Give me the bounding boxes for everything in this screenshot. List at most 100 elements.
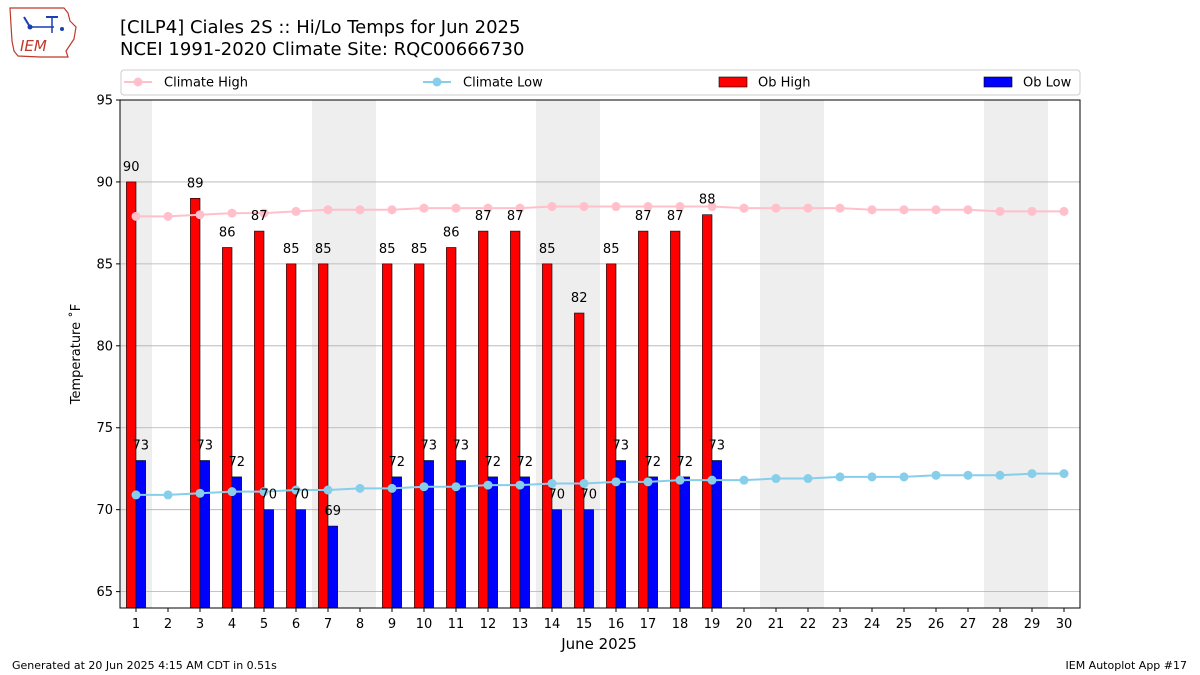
- ob-low-data-label: 73: [613, 439, 630, 454]
- x-tick-label: 23: [832, 617, 849, 632]
- climate-low-point: [963, 470, 973, 480]
- ob-high-data-label: 88: [699, 193, 716, 208]
- x-tick-label: 21: [768, 617, 785, 632]
- x-tick-label: 17: [640, 617, 657, 632]
- ob-low-data-label: 72: [389, 455, 406, 470]
- ob-high-data-label: 89: [187, 176, 204, 191]
- climate-low-point: [291, 485, 301, 495]
- climate-high-point: [419, 203, 429, 213]
- climate-high-point: [963, 205, 973, 215]
- climate-high-point: [803, 203, 813, 213]
- ob-high-legend-label: Ob High: [758, 76, 811, 91]
- climate-high-point: [195, 210, 205, 220]
- climate-high-point: [451, 203, 461, 213]
- x-tick-label: 14: [544, 617, 561, 632]
- x-tick-label: 8: [356, 617, 364, 632]
- climate-high-point: [899, 205, 909, 215]
- climate-low-point: [771, 474, 781, 484]
- svg-text:IEM: IEM: [20, 37, 47, 55]
- ob-high-bar: [574, 312, 585, 609]
- ob-high-data-label: 85: [539, 242, 556, 257]
- climate-low-legend-label: Climate Low: [463, 76, 543, 91]
- ob-high-data-label: 87: [251, 209, 268, 224]
- chart-title: [CILP4] Ciales 2S :: Hi/Lo Temps for Jun…: [120, 17, 521, 38]
- climate-low-point: [803, 474, 813, 484]
- climate-low-point: [227, 487, 237, 497]
- x-tick-label: 25: [896, 617, 913, 632]
- climate-low-point: [547, 478, 557, 488]
- x-tick-label: 27: [960, 617, 977, 632]
- climate-high-point: [835, 203, 845, 213]
- ob-low-bar: [679, 476, 690, 609]
- y-tick-label: 95: [96, 94, 113, 109]
- app-id: IEM Autoplot App #17: [1065, 659, 1188, 672]
- chart-subtitle: NCEI 1991-2020 Climate Site: RQC00666730: [120, 39, 525, 60]
- climate-high-point: [387, 205, 397, 215]
- ob-high-bar: [638, 230, 649, 609]
- climate-high-point: [131, 211, 141, 221]
- climate-high-point: [1059, 206, 1069, 216]
- climate-low-point: [1027, 469, 1037, 479]
- climate-low-point: [643, 477, 653, 487]
- climate-low-point: [483, 480, 493, 490]
- x-tick-label: 16: [608, 617, 625, 632]
- climate-high-point: [515, 203, 525, 213]
- ob-high-data-label: 85: [379, 242, 396, 257]
- ob-low-data-label: 73: [453, 439, 470, 454]
- x-axis-label: June 2025: [560, 635, 637, 653]
- climate-low-point: [355, 483, 365, 493]
- ob-low-legend-label: Ob Low: [1023, 76, 1072, 91]
- ob-high-data-label: 85: [283, 242, 300, 257]
- ob-high-bar: [414, 263, 425, 609]
- climate-low-point: [419, 482, 429, 492]
- ob-high-data-label: 86: [219, 225, 236, 240]
- y-tick-label: 80: [96, 339, 113, 354]
- x-tick-label: 28: [992, 617, 1009, 632]
- climate-low-point: [675, 475, 685, 485]
- climate-high-legend-marker: [133, 77, 143, 87]
- weekend-band: [1016, 100, 1048, 608]
- ob-low-bar: [487, 476, 498, 609]
- climate-high-point: [707, 202, 717, 212]
- x-tick-label: 4: [228, 617, 236, 632]
- climate-high-point: [771, 203, 781, 213]
- ob-low-bar: [295, 509, 306, 609]
- climate-high-point: [643, 202, 653, 212]
- climate-high-point: [1027, 206, 1037, 216]
- x-tick-label: 1: [132, 617, 140, 632]
- climate-high-point: [483, 203, 493, 213]
- climate-low-point: [867, 472, 877, 482]
- x-tick-label: 26: [928, 617, 945, 632]
- x-tick-label: 7: [324, 617, 332, 632]
- climate-low-point: [739, 475, 749, 485]
- x-tick-label: 10: [416, 617, 433, 632]
- climate-high-point: [739, 203, 749, 213]
- ob-low-data-label: 73: [421, 439, 438, 454]
- weekend-band: [344, 100, 376, 608]
- climate-low-point: [163, 490, 173, 500]
- ob-low-legend-swatch: [983, 76, 1013, 88]
- climate-low-point: [259, 487, 269, 497]
- climate-high-point: [867, 205, 877, 215]
- climate-low-point: [1059, 469, 1069, 479]
- ob-high-data-label: 87: [667, 209, 684, 224]
- x-tick-label: 30: [1056, 617, 1073, 632]
- ob-low-data-label: 72: [677, 455, 694, 470]
- x-tick-label: 29: [1024, 617, 1041, 632]
- x-tick-label: 24: [864, 617, 881, 632]
- ob-low-data-label: 70: [581, 488, 598, 503]
- y-tick-label: 65: [96, 585, 113, 600]
- ob-low-data-label: 72: [485, 455, 502, 470]
- iem-logo: IEM: [9, 7, 77, 58]
- ob-high-data-label: 85: [315, 242, 332, 257]
- ob-low-bar: [647, 476, 658, 609]
- ob-high-bar: [670, 230, 681, 609]
- climate-high-legend-label: Climate High: [164, 76, 248, 91]
- climate-high-point: [611, 202, 621, 212]
- ob-high-bar: [606, 263, 617, 609]
- x-tick-label: 12: [480, 617, 497, 632]
- ob-low-bar: [327, 525, 338, 609]
- ob-low-data-label: 73: [709, 439, 726, 454]
- weekend-band: [792, 100, 824, 608]
- climate-low-line: [136, 472, 1064, 496]
